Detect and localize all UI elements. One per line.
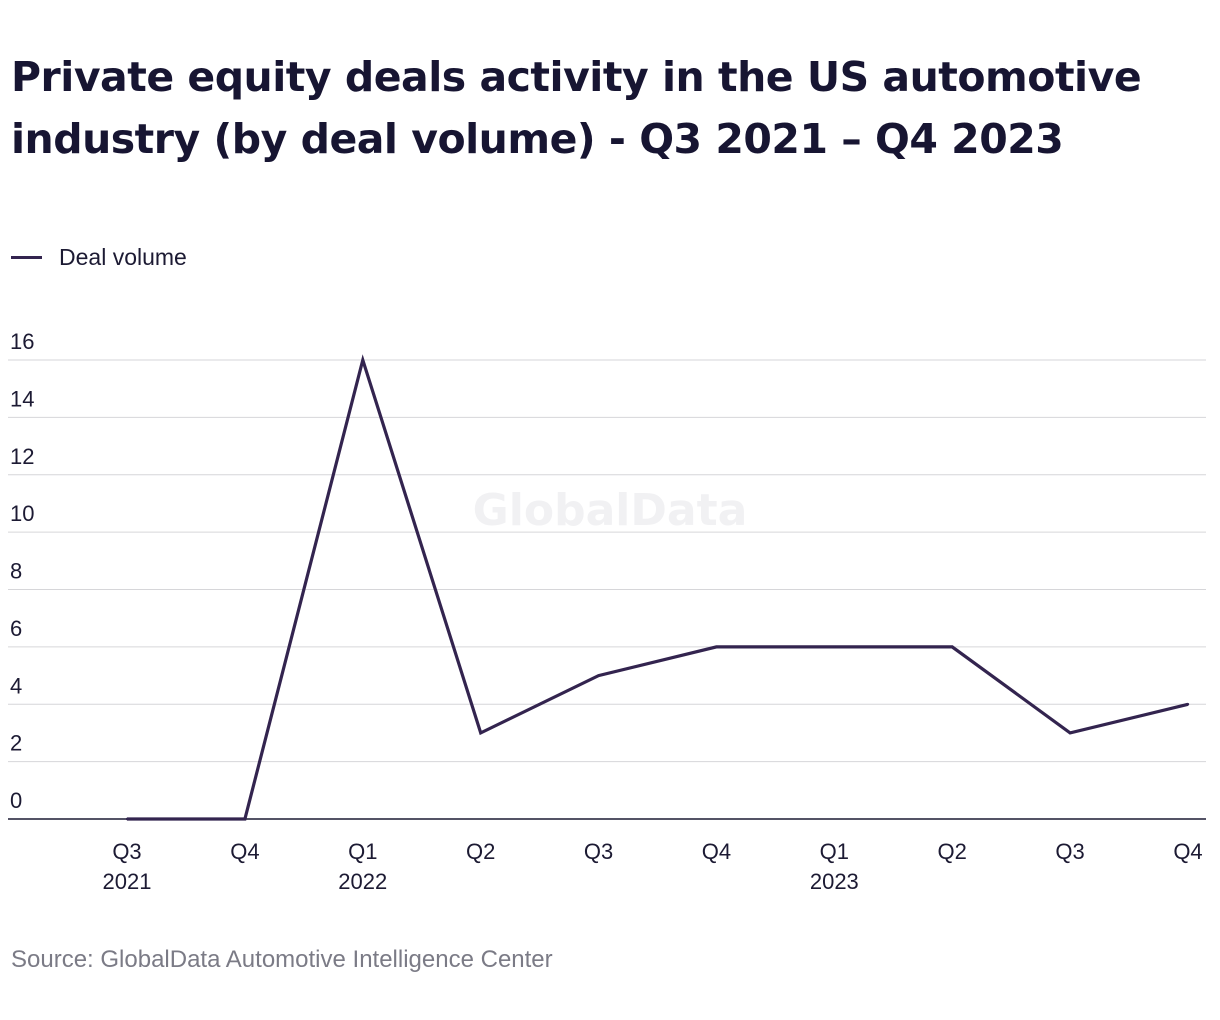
- y-tick-label: 16: [10, 329, 34, 354]
- y-tick-label: 8: [10, 559, 22, 584]
- data-point: [833, 645, 836, 649]
- x-tick-label-year: 2023: [810, 869, 859, 894]
- y-tick-label: 14: [10, 386, 34, 411]
- data-point: [479, 731, 482, 735]
- series-lines: [125, 354, 1190, 821]
- x-tick-label-quarter: Q2: [938, 839, 967, 864]
- x-tick-label-quarter: Q1: [820, 839, 849, 864]
- y-tick-label: 0: [10, 788, 22, 813]
- data-point: [597, 674, 600, 677]
- x-tick-label-year: 2021: [103, 869, 152, 894]
- data-point: [243, 817, 247, 821]
- data-point: [361, 358, 364, 362]
- data-point: [951, 645, 954, 649]
- chart-title: Private equity deals activity in the US …: [11, 53, 1142, 163]
- data-point: [715, 645, 718, 649]
- x-tick-label-quarter: Q4: [1173, 839, 1202, 864]
- y-tick-label: 12: [10, 444, 34, 469]
- x-tick-label-quarter: Q1: [348, 839, 377, 864]
- legend-label-deal-volume: Deal volume: [59, 243, 187, 270]
- data-point: [1186, 703, 1190, 706]
- gridlines: [8, 359, 1206, 763]
- x-tick-label-quarter: Q3: [112, 839, 141, 864]
- x-tick-label-quarter: Q3: [584, 839, 613, 864]
- legend: Deal volume: [11, 242, 187, 272]
- y-tick-label: 2: [10, 731, 22, 756]
- x-tick-label-quarter: Q4: [230, 839, 259, 864]
- x-axis-ticks: Q3 2021 Q4 Q1 2022 Q2 Q3 Q4 Q1 2023 Q2 Q3 Q4: [103, 839, 1203, 894]
- x-tick-label-quarter: Q3: [1055, 839, 1084, 864]
- y-tick-label: 6: [10, 616, 22, 641]
- watermark: GlobalData: [473, 485, 748, 536]
- y-tick-label: 4: [10, 673, 22, 698]
- source-note: Source: GlobalData Automotive Intelligen…: [11, 946, 553, 973]
- x-tick-label-year: 2022: [338, 869, 387, 894]
- data-point: [125, 817, 129, 821]
- legend-swatch-deal-volume: [11, 255, 42, 259]
- x-tick-label-quarter: Q2: [466, 839, 495, 864]
- x-tick-label-quarter: Q4: [702, 839, 731, 864]
- data-point: [1068, 731, 1072, 735]
- series-line-deal-volume: [127, 354, 1189, 821]
- y-tick-label: 10: [10, 501, 34, 526]
- y-axis-ticks: 0 2 4 6 8 10 12 14 16: [10, 329, 34, 813]
